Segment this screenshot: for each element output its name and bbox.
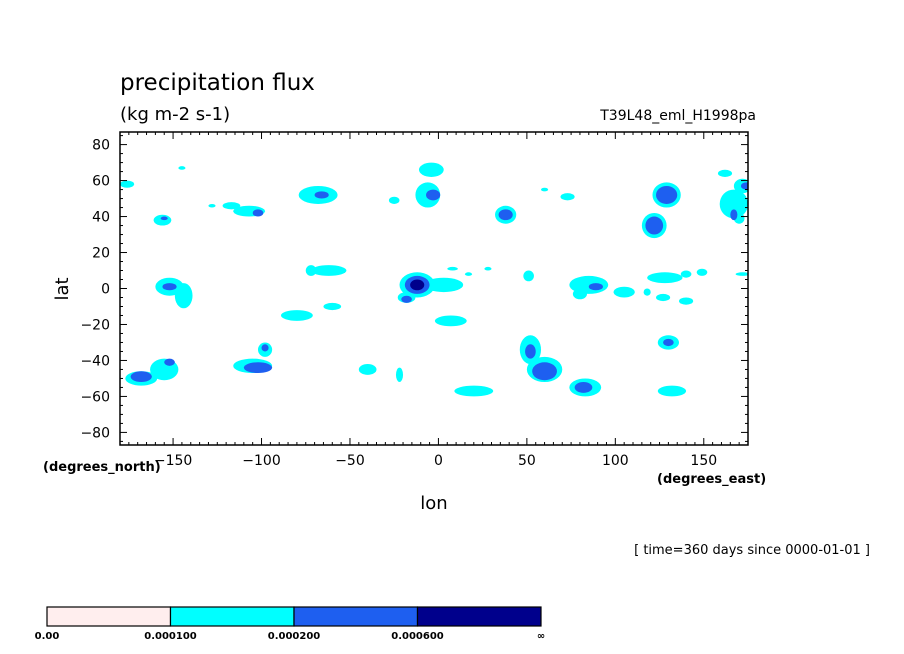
x-axis-title: lon (420, 493, 447, 514)
contour-region-level-2 (160, 216, 168, 221)
x-tick-label: 100 (602, 453, 629, 469)
colorbar-level-label: 0.00 (35, 631, 60, 642)
contour-region-level-1 (680, 270, 692, 278)
contour-region-level-2 (130, 371, 152, 383)
contour-region-level-1 (454, 385, 494, 397)
contour-region-level-2 (243, 362, 273, 374)
contour-region-level-1 (541, 187, 549, 192)
contour-region-level-1 (208, 203, 216, 208)
contour-region-level-1 (523, 270, 534, 282)
x-tick-label: −100 (242, 453, 280, 469)
contour-region-level-1 (222, 202, 241, 210)
y-tick-label: −40 (80, 353, 110, 369)
contour-region-level-1 (120, 180, 135, 188)
contour-region-level-1 (388, 196, 400, 204)
y-tick-label: 0 (101, 282, 110, 298)
contour-region-level-1 (613, 286, 635, 298)
colorbar-level-label: ∞ (537, 631, 545, 642)
contour-region-level-1 (735, 272, 748, 276)
contour-region-level-1 (280, 310, 313, 321)
colorbar-level-label: 0.000100 (144, 631, 197, 642)
contour-region-level-1 (572, 288, 588, 300)
contour-region-level-1 (643, 288, 651, 296)
colorbar-swatch (293, 606, 419, 627)
contour-region-level-1 (679, 297, 694, 305)
run-label: T39L48_eml_H1998pa (599, 108, 756, 124)
y-tick-label: 80 (92, 138, 110, 154)
contour-region-level-1 (395, 367, 404, 383)
contour-region-level-2 (645, 216, 664, 235)
contour-region-level-2 (401, 295, 412, 303)
contour-region-level-1 (484, 266, 492, 271)
contour-region-level-2 (261, 344, 269, 352)
contour-region-level-1 (178, 166, 186, 170)
colorbar-level-label: 0.000200 (268, 631, 321, 642)
contour-region-level-3 (410, 279, 425, 291)
x-tick-label: −50 (335, 453, 365, 469)
contour-region-level-2 (314, 191, 329, 199)
x-tick-label: 50 (518, 453, 536, 469)
y-tick-label: 40 (92, 210, 110, 226)
contour-region-level-1 (153, 214, 172, 226)
contour-region-level-1 (418, 162, 444, 177)
y-tick-label: −20 (80, 317, 110, 333)
colorbar-swatch (46, 606, 172, 627)
y-tick-label: −60 (80, 389, 110, 405)
y-axis-title: lat (52, 277, 73, 300)
contour-region-level-1 (657, 385, 687, 397)
contour-region-level-1 (323, 302, 342, 311)
contour-region-level-2 (588, 283, 603, 291)
contour-region-level-1 (719, 189, 748, 219)
contour-region-level-2 (656, 185, 678, 204)
contour-region-level-1 (464, 272, 473, 276)
y-units-label: (degrees_north) (43, 460, 161, 475)
contour-region-level-2 (740, 182, 748, 190)
y-tick-label: −80 (80, 425, 110, 441)
contour-region-level-2 (162, 283, 177, 291)
contour-region-level-2 (730, 209, 738, 221)
y-tick-label: 60 (92, 174, 110, 190)
contour-region-level-1 (656, 293, 671, 302)
colorbar-level-label: 0.000600 (391, 631, 444, 642)
contour-region-level-2 (532, 362, 557, 381)
x-tick-label: 0 (434, 453, 443, 469)
contour-region-level-2 (252, 209, 264, 217)
y-axis: 80 60 40 20 0 −20 −40 −60 −80 (80, 135, 748, 442)
x-units-label: (degrees_east) (657, 472, 766, 487)
contour-region-level-1 (560, 193, 575, 201)
x-tick-label: 150 (690, 453, 717, 469)
y-tick-label: 20 (92, 246, 110, 262)
contour-region-level-2 (574, 382, 593, 393)
contour-region-level-1 (647, 272, 683, 284)
units-label: (kg m-2 s-1) (120, 104, 230, 125)
colorbar-swatch (416, 606, 542, 627)
contour-region-level-1 (424, 277, 464, 293)
contour-region-level-1 (174, 283, 193, 309)
contour-region-level-2 (498, 209, 513, 221)
contour-region-level-1 (434, 315, 467, 327)
contour-region-level-1 (311, 265, 347, 276)
x-axis: −150 −100 −50 0 50 100 150 (128, 132, 749, 469)
contour-region-level-2 (164, 358, 175, 366)
contour-region-level-2 (426, 189, 441, 201)
contour-region-level-2 (525, 344, 536, 359)
contour-layer (120, 162, 748, 397)
contour-region-level-1 (447, 266, 458, 271)
colorbar-swatch (169, 606, 295, 627)
colorbar: 0.00 0.000100 0.000200 0.000600 ∞ (35, 606, 545, 642)
contour-region-level-1 (717, 169, 733, 177)
chart-title: precipitation flux (120, 70, 315, 96)
x-tick-label: −150 (154, 453, 192, 469)
contour-region-level-1 (358, 364, 377, 375)
contour-region-level-1 (305, 265, 317, 276)
time-label: [ time=360 days since 0000-01-01 ] (634, 543, 870, 558)
contour-region-level-1 (696, 268, 708, 276)
contour-region-level-2 (663, 338, 674, 347)
